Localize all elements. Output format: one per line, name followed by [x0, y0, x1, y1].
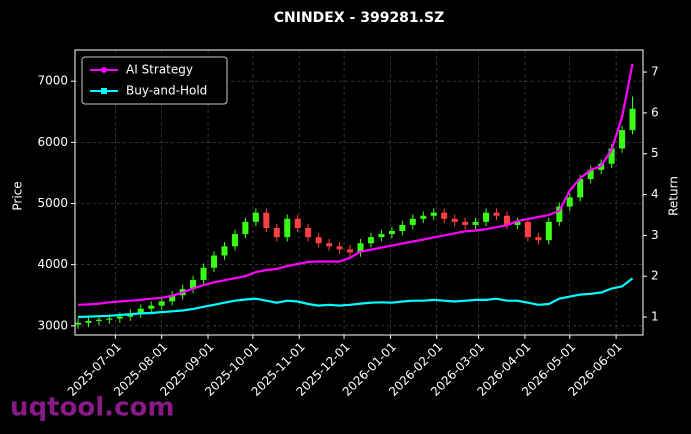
y-tick-label: 7000 — [37, 74, 68, 88]
candle-body — [190, 279, 197, 290]
candle-body — [106, 318, 113, 320]
candle-body — [472, 221, 479, 225]
candle-body — [357, 243, 364, 253]
y2-tick-label: 7 — [651, 65, 659, 79]
candle-body — [326, 243, 333, 247]
candle-body — [556, 206, 563, 222]
legend-label: AI Strategy — [126, 63, 193, 77]
candle-body — [169, 295, 176, 302]
candle-body — [158, 301, 165, 306]
candle-body — [242, 221, 249, 235]
candle-body — [566, 197, 573, 207]
axes-frame — [74, 49, 644, 336]
return-line — [77, 277, 634, 319]
candle-body — [420, 215, 427, 219]
y2-tick-label: 2 — [651, 269, 659, 283]
candle-body — [451, 218, 458, 222]
candle-body — [284, 218, 291, 238]
candle-body — [430, 212, 437, 216]
candle-body — [85, 320, 92, 323]
candle-body — [619, 130, 626, 149]
candle-body — [608, 148, 615, 164]
candle-body — [388, 231, 395, 235]
candle-body — [200, 267, 207, 280]
y-tick-label: 5000 — [37, 196, 68, 210]
candle-body — [483, 212, 490, 222]
candle-body — [347, 249, 354, 253]
y2-axis-label: Return — [667, 176, 681, 216]
candle-body — [577, 179, 584, 198]
y2-tick-label: 5 — [651, 146, 659, 160]
candle-body — [294, 218, 301, 228]
candle-body — [629, 108, 636, 131]
watermark: uqtool.com — [10, 393, 174, 423]
y-tick-label: 4000 — [37, 257, 68, 271]
candle-body — [116, 316, 123, 319]
legend-marker — [101, 88, 107, 94]
candle-body — [305, 227, 312, 238]
candle-body — [524, 221, 531, 238]
candle-body — [462, 221, 469, 225]
candle-body — [545, 221, 552, 241]
candle-body — [503, 215, 510, 225]
candle-body — [441, 212, 448, 219]
legend-box — [81, 56, 228, 105]
candle-body — [587, 169, 594, 180]
candle-body — [74, 322, 81, 325]
candle-body — [514, 221, 521, 225]
candle-body — [336, 246, 343, 250]
candle-body — [221, 246, 228, 256]
y-tick-label: 3000 — [37, 318, 68, 332]
candle-body — [315, 237, 322, 244]
chart-title: CNINDEX - 399281.SZ — [274, 10, 444, 26]
candle-body — [148, 305, 155, 309]
candle-body — [137, 308, 144, 314]
y2-tick-label: 6 — [651, 105, 659, 119]
y2-tick-label: 1 — [651, 310, 659, 324]
candle-body — [378, 234, 385, 238]
y-tick-label: 6000 — [37, 135, 68, 149]
legend-label: Buy-and-Hold — [126, 84, 207, 98]
candle-body — [399, 224, 406, 232]
candle-body — [493, 212, 500, 216]
y2-tick-label: 4 — [651, 187, 659, 201]
candle-body — [231, 234, 238, 247]
y2-tick-label: 3 — [651, 228, 659, 242]
candle-body — [263, 212, 270, 228]
candle-body — [409, 218, 416, 225]
candle-body — [273, 227, 280, 238]
y-axis-label: Price — [11, 181, 25, 210]
return-line — [77, 63, 634, 306]
candle-body — [535, 237, 542, 241]
candle-body — [367, 237, 374, 244]
candle-body — [252, 212, 259, 222]
legend-marker — [101, 67, 107, 73]
candle-body — [211, 255, 218, 268]
candle-body — [95, 319, 102, 321]
